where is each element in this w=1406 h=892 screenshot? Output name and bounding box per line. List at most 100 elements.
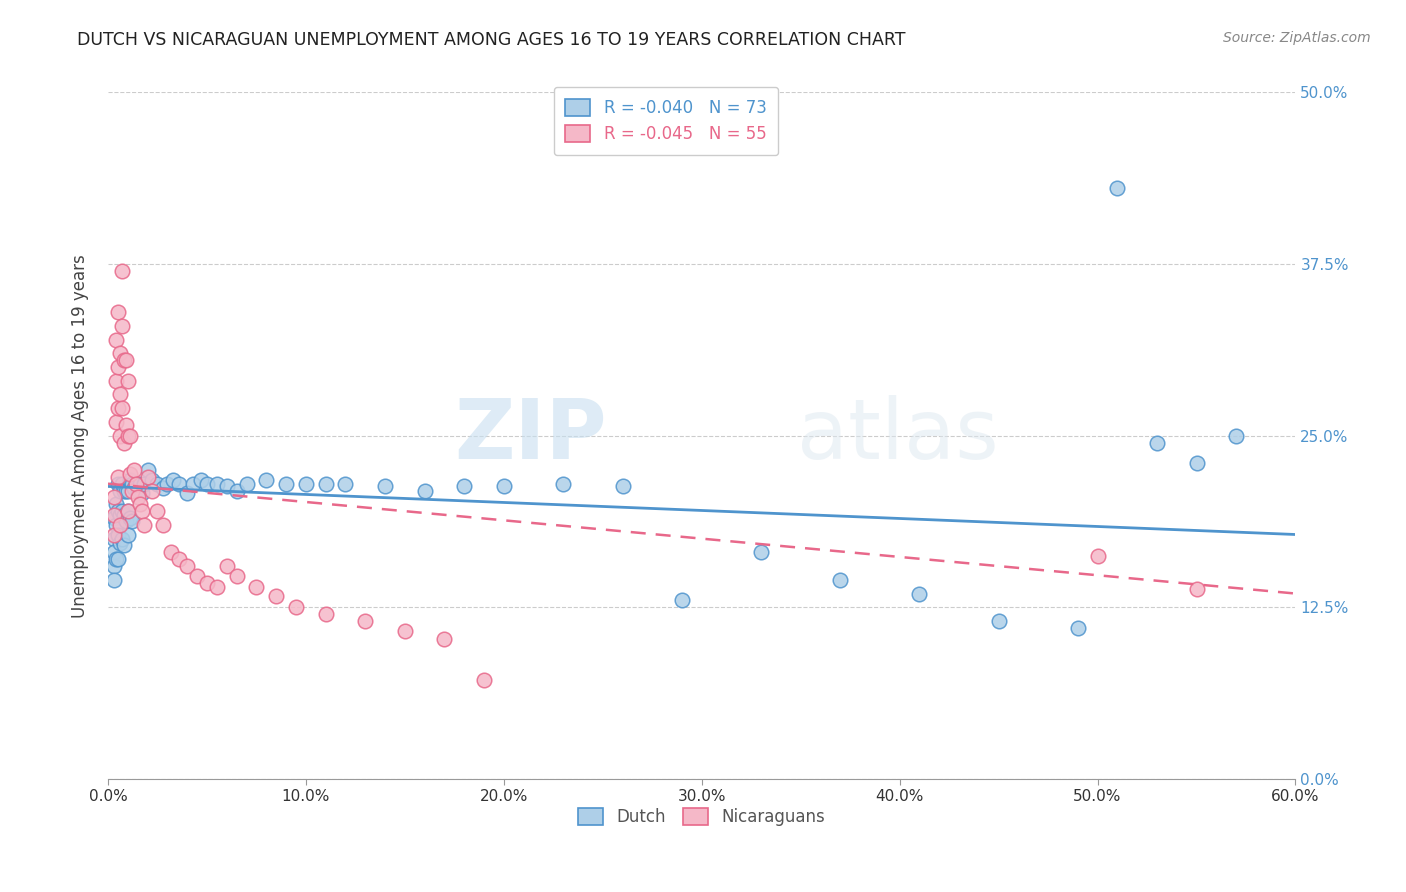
Point [128,476,150,491]
Point [335,476,357,491]
Point [111,401,134,416]
Point [141,483,163,498]
Point [107,470,129,484]
Point [215,479,238,493]
Point [131,504,153,518]
Point [108,346,131,360]
Point [125,476,148,491]
Point [117,504,139,518]
Point [146,476,169,491]
Point [103,511,125,525]
Point [394,624,416,638]
Point [141,473,163,487]
Point [413,483,436,498]
Point [315,607,337,622]
Point [104,374,127,388]
Point [125,476,148,491]
Point [117,504,139,518]
Point [315,476,337,491]
Point [136,463,159,477]
Point [104,552,127,566]
Point [108,387,131,401]
Point [162,473,184,487]
Point [374,479,396,493]
Point [121,483,143,498]
Legend: Dutch, Nicaraguans: Dutch, Nicaraguans [572,801,832,832]
Point [111,532,134,546]
Point [127,483,149,498]
Text: ZIP: ZIP [454,395,607,476]
Point [107,552,129,566]
Point [131,486,153,500]
Y-axis label: Unemployment Among Ages 16 to 19 years: Unemployment Among Ages 16 to 19 years [72,253,89,617]
Text: DUTCH VS NICARAGUAN UNEMPLOYMENT AMONG AGES 16 TO 19 YEARS CORRELATION CHART: DUTCH VS NICARAGUAN UNEMPLOYMENT AMONG A… [77,31,905,49]
Point [472,673,495,687]
Point [225,568,247,582]
Point [112,483,135,498]
Point [103,508,125,523]
Point [104,415,127,429]
Point [118,511,141,525]
Point [118,467,141,481]
Point [285,600,308,615]
Point [160,545,183,559]
Point [1264,58,1286,72]
Point [114,514,136,528]
Point [254,473,277,487]
Point [274,476,297,491]
Point [107,305,129,319]
Point [152,481,174,495]
Point [112,508,135,523]
Point [121,514,143,528]
Point [453,479,475,493]
Point [225,483,247,498]
Point [118,428,141,442]
Point [108,428,131,442]
Text: atlas: atlas [797,395,998,476]
Point [104,517,127,532]
Point [103,527,125,541]
Point [156,476,179,491]
Point [195,575,218,590]
Point [136,470,159,484]
Point [112,435,135,450]
Point [354,614,377,628]
Point [181,476,204,491]
Point [104,333,127,347]
Point [295,476,318,491]
Point [114,417,136,432]
Point [987,614,1010,628]
Point [176,559,198,574]
Point [152,517,174,532]
Point [114,483,136,498]
Point [111,264,134,278]
Point [176,486,198,500]
Point [108,483,131,498]
Point [112,539,135,553]
Point [553,476,575,491]
Point [749,545,772,559]
Point [103,573,125,587]
Point [117,374,139,388]
Point [612,479,634,493]
Point [186,568,208,582]
Point [108,517,131,532]
Point [103,532,125,546]
Text: Source: ZipAtlas.com: Source: ZipAtlas.com [1223,31,1371,45]
Point [121,476,143,491]
Point [1087,549,1109,564]
Point [215,559,238,574]
Point [122,463,145,477]
Point [117,527,139,541]
Point [264,589,287,603]
Point [118,473,141,487]
Point [127,491,149,505]
Point [205,580,228,594]
Point [1067,621,1090,635]
Point [908,586,931,600]
Point [1185,456,1208,470]
Point [114,353,136,368]
Point [146,504,169,518]
Point [132,476,155,491]
Point [108,508,131,523]
